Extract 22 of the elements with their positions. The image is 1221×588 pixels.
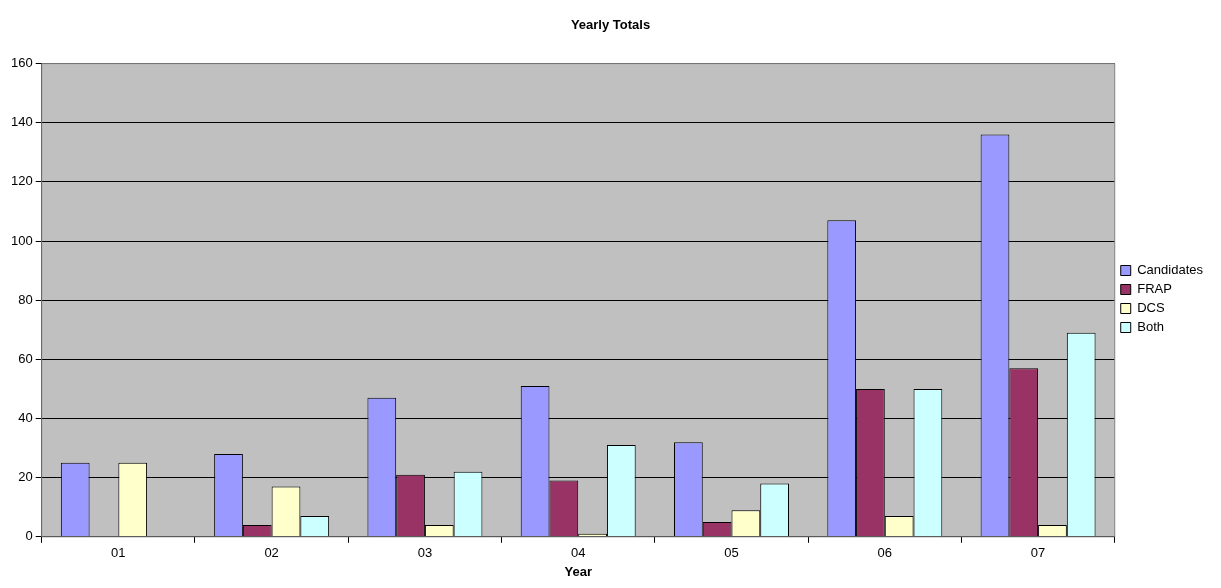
legend-label: Both — [1137, 319, 1164, 335]
x-tick-label: 06 — [877, 545, 893, 561]
y-tick-label: 80 — [18, 291, 33, 307]
x-tick-label: 02 — [264, 545, 279, 561]
legend-label: FRAP — [1137, 281, 1172, 297]
y-tick-label: 140 — [10, 114, 33, 130]
y-tick-label: 40 — [18, 410, 33, 426]
legend-label: Candidates — [1137, 262, 1204, 278]
x-tick-label: 01 — [111, 545, 126, 561]
y-tick-label: 100 — [10, 232, 33, 248]
y-tick-label: 0 — [25, 528, 33, 544]
x-axis-title: Year — [564, 563, 592, 579]
legend-label: DCS — [1137, 300, 1166, 316]
y-tick-label: 120 — [10, 173, 33, 189]
y-tick-label: 160 — [10, 55, 33, 71]
x-tick-label: 04 — [570, 545, 586, 561]
y-tick-label: 60 — [18, 350, 33, 366]
chart-title: Yearly Totals — [570, 17, 651, 33]
x-tick-label: 07 — [1030, 545, 1046, 561]
x-tick-label: 05 — [724, 545, 739, 561]
x-tick-label: 03 — [417, 545, 433, 561]
y-tick-label: 20 — [18, 469, 33, 485]
